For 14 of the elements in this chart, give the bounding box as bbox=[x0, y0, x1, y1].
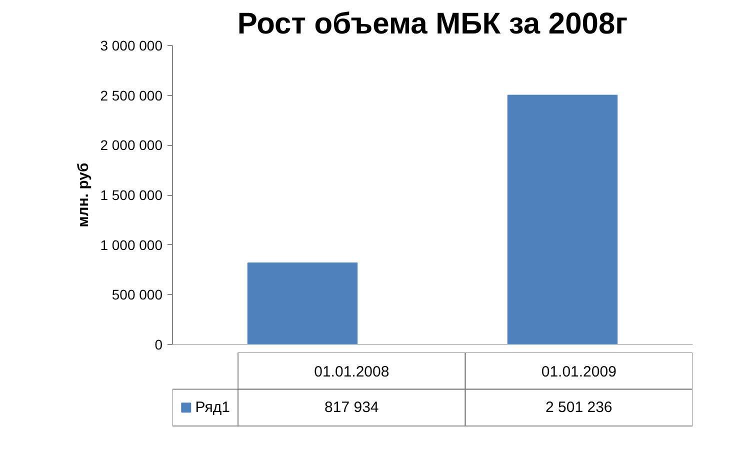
x-tick-label: 01.01.2008 bbox=[314, 363, 390, 380]
chart-title: Рост объема МБК за 2008г bbox=[237, 8, 628, 40]
legend-label: Ряд1 bbox=[195, 399, 230, 416]
y-tick-label: 2 000 000 bbox=[100, 137, 163, 154]
y-tick-label: 1 500 000 bbox=[100, 187, 163, 203]
y-tick-label: 0 bbox=[154, 336, 163, 352]
y-tick-label: 500 000 bbox=[112, 286, 163, 303]
y-tick-label: 3 000 000 bbox=[100, 38, 163, 54]
y-tick-label: 2 500 000 bbox=[100, 87, 163, 104]
data-label: 817 934 bbox=[324, 399, 379, 416]
x-tick-label: 01.01.2009 bbox=[541, 363, 616, 380]
data-label: 2 501 236 bbox=[546, 399, 612, 416]
y-tick-label: 1 000 000 bbox=[100, 236, 163, 253]
y-axis-title: млн. руб bbox=[75, 162, 92, 228]
